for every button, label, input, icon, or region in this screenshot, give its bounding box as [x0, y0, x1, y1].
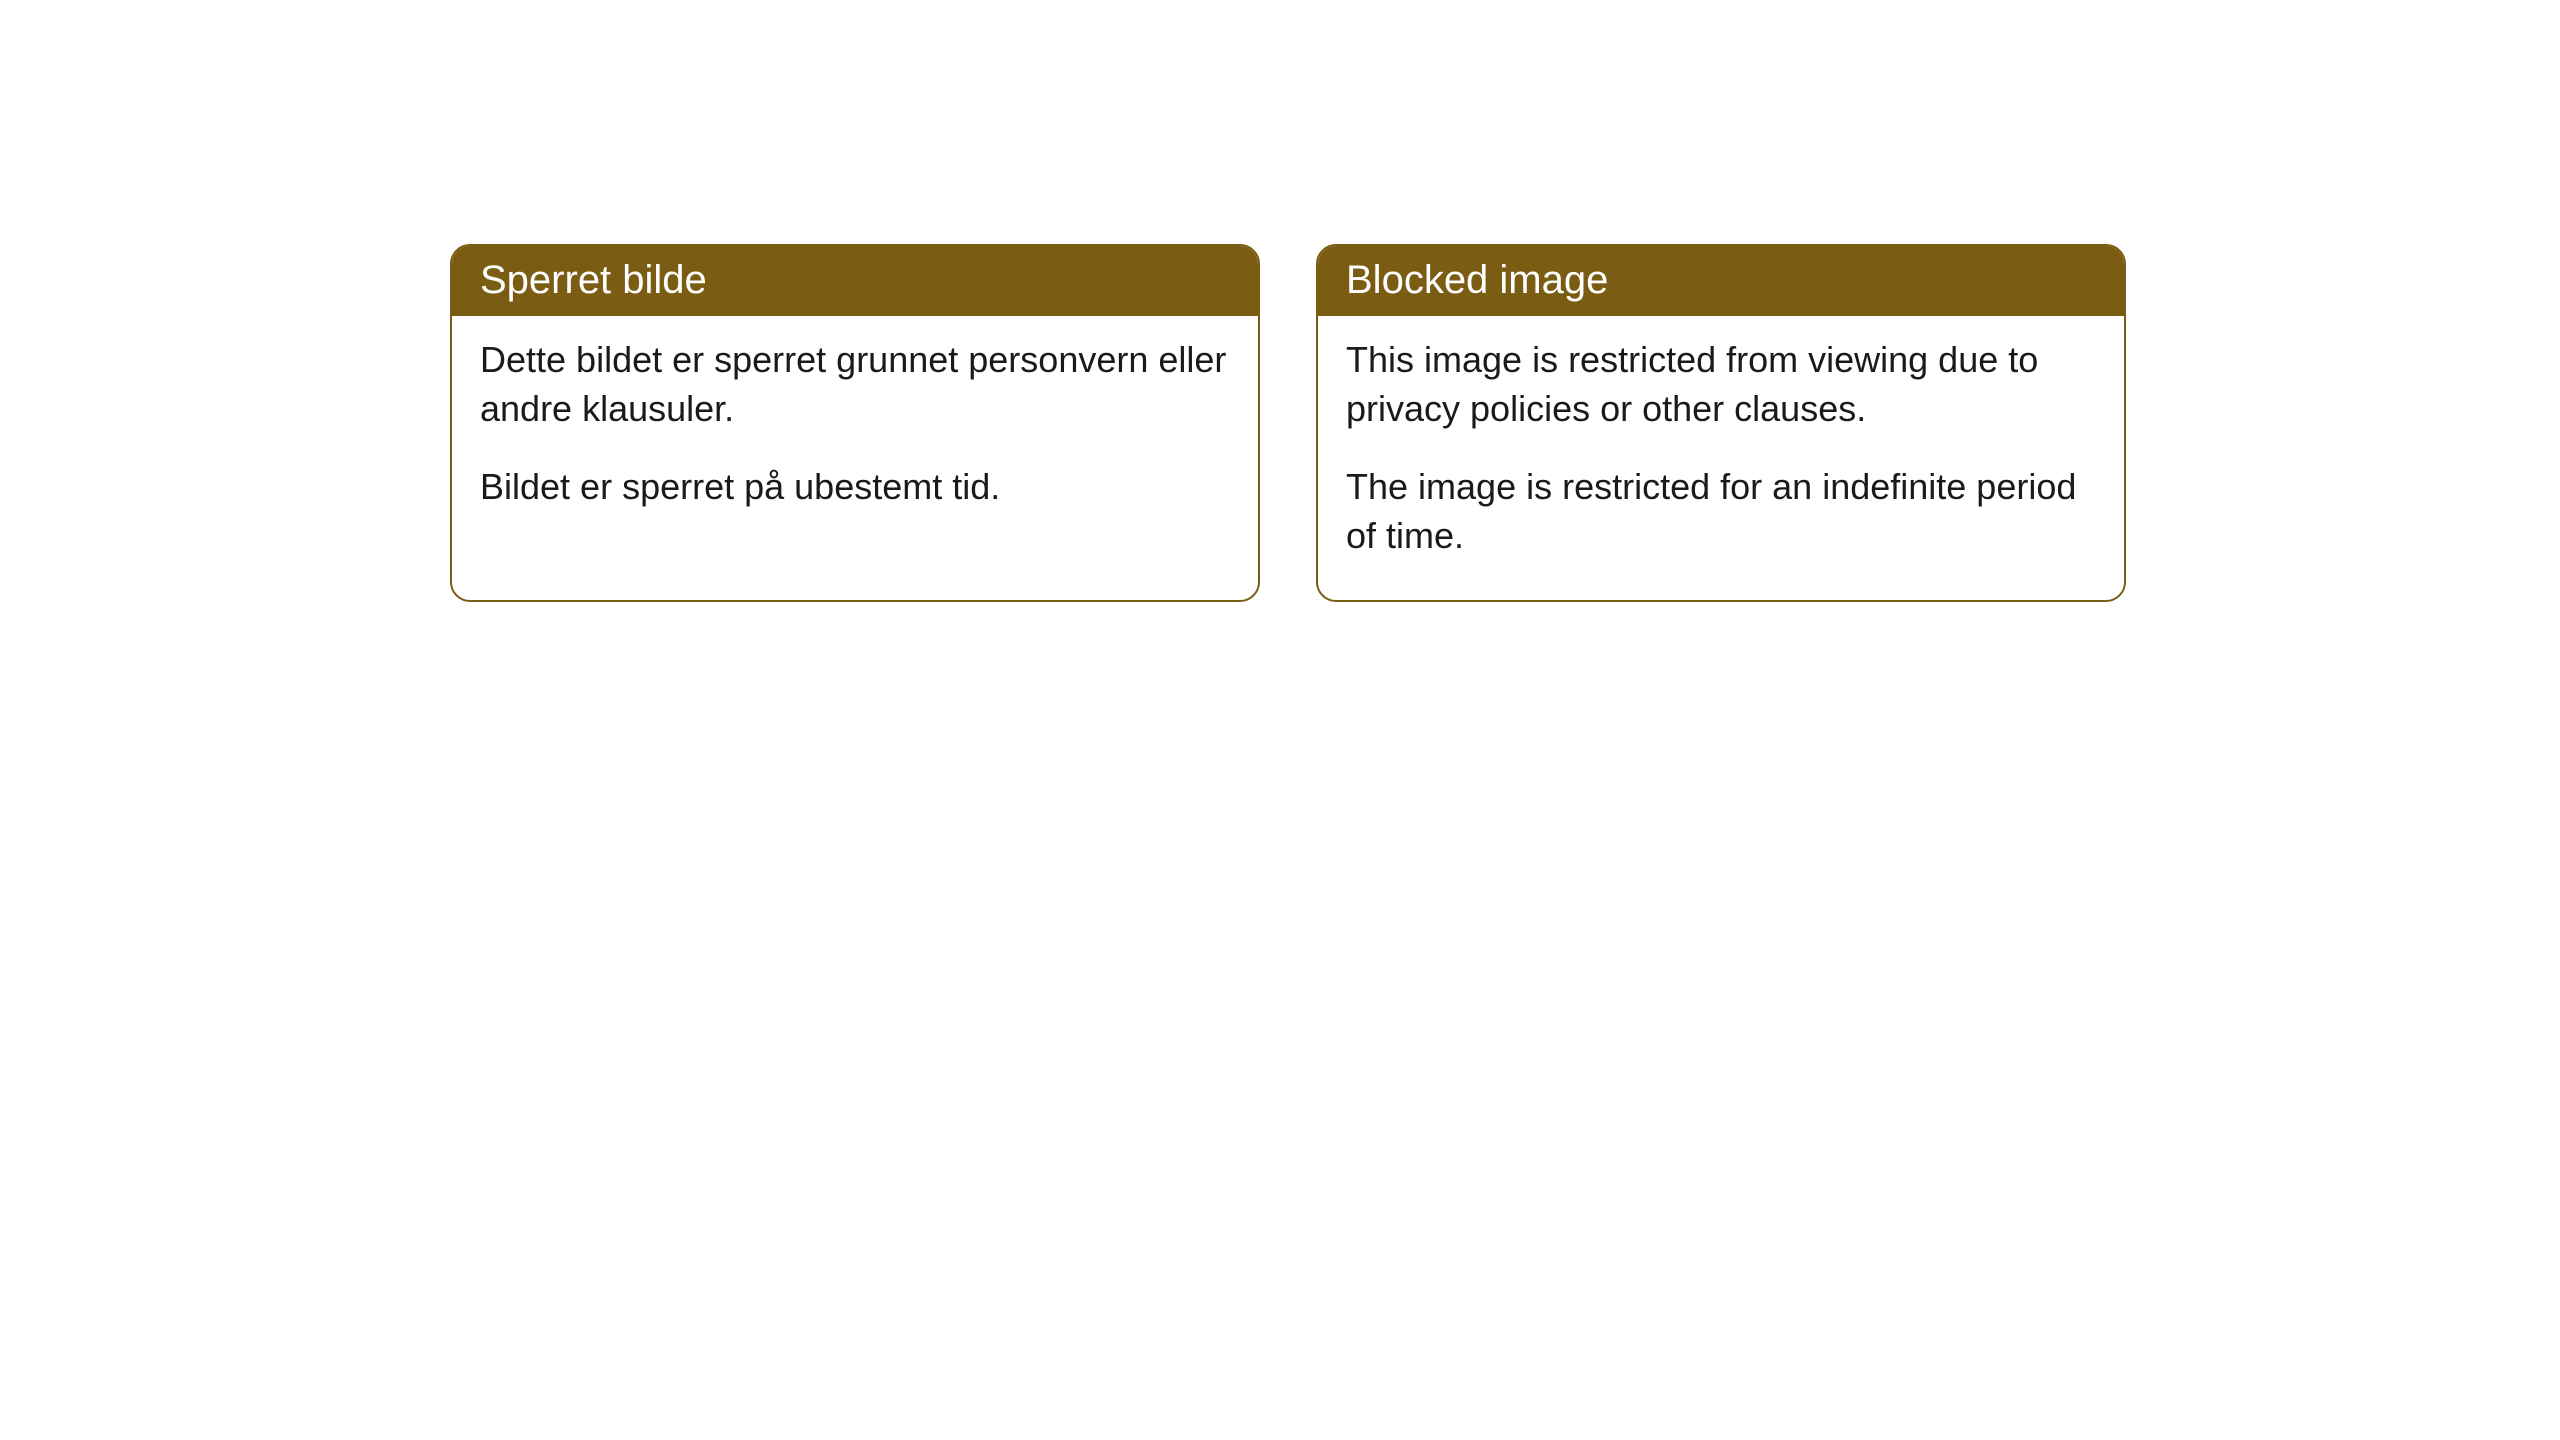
card-title: Blocked image — [1346, 258, 1608, 302]
card-title: Sperret bilde — [480, 258, 707, 302]
card-body: Dette bildet er sperret grunnet personve… — [452, 316, 1258, 552]
card-body: This image is restricted from viewing du… — [1318, 316, 2124, 600]
card-paragraph: This image is restricted from viewing du… — [1346, 336, 2096, 433]
blocked-image-card-norwegian: Sperret bilde Dette bildet er sperret gr… — [450, 244, 1260, 602]
card-paragraph: Bildet er sperret på ubestemt tid. — [480, 463, 1230, 512]
card-paragraph: The image is restricted for an indefinit… — [1346, 463, 2096, 560]
card-header: Sperret bilde — [452, 246, 1258, 316]
notice-cards-container: Sperret bilde Dette bildet er sperret gr… — [450, 244, 2126, 602]
card-header: Blocked image — [1318, 246, 2124, 316]
blocked-image-card-english: Blocked image This image is restricted f… — [1316, 244, 2126, 602]
card-paragraph: Dette bildet er sperret grunnet personve… — [480, 336, 1230, 433]
